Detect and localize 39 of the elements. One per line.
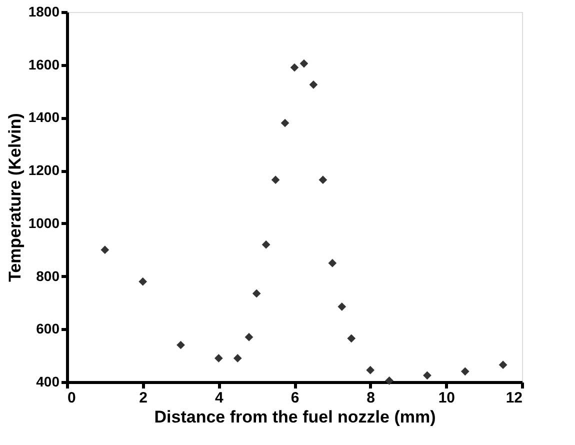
- point: [252, 289, 261, 298]
- x-tick-label: 6: [290, 390, 300, 406]
- point: [300, 59, 308, 68]
- point: [271, 176, 280, 184]
- x-tick-label: 2: [139, 390, 148, 406]
- point: [385, 376, 394, 385]
- point: [309, 80, 318, 89]
- point: [214, 354, 223, 362]
- point: [318, 176, 328, 184]
- point: [280, 118, 290, 128]
- point: [423, 371, 432, 380]
- x-tick-label: 0: [68, 390, 76, 406]
- y-tick-label: 1200: [28, 162, 60, 178]
- y-tick-label: 1400: [28, 109, 60, 126]
- y-tick-label: 400: [36, 374, 60, 390]
- y-tick-label: 800: [36, 268, 60, 284]
- point: [460, 367, 470, 376]
- point: [498, 360, 508, 370]
- point: [262, 240, 270, 249]
- point: [290, 63, 299, 72]
- point: [338, 302, 346, 311]
- x-tick-label: 12: [506, 390, 522, 406]
- y-tick-label: 1600: [28, 56, 60, 72]
- x-tick-label: 8: [366, 390, 376, 406]
- point: [244, 332, 254, 342]
- point: [100, 246, 110, 254]
- y-tick-label: 1800: [28, 4, 60, 20]
- point: [328, 258, 337, 268]
- x-axis-title: Distance from the fuel nozzle (mm): [154, 408, 436, 426]
- point: [366, 366, 375, 374]
- x-tick-label: 4: [214, 390, 224, 406]
- point: [233, 354, 242, 362]
- y-tick-label: 600: [36, 320, 60, 337]
- y-tick-label: 1000: [28, 214, 60, 231]
- x-tick-label: 10: [438, 390, 456, 406]
- point: [176, 340, 185, 350]
- point: [138, 277, 148, 286]
- y-axis-title: Temperature (Kelvin): [5, 113, 24, 282]
- point: [347, 334, 356, 343]
